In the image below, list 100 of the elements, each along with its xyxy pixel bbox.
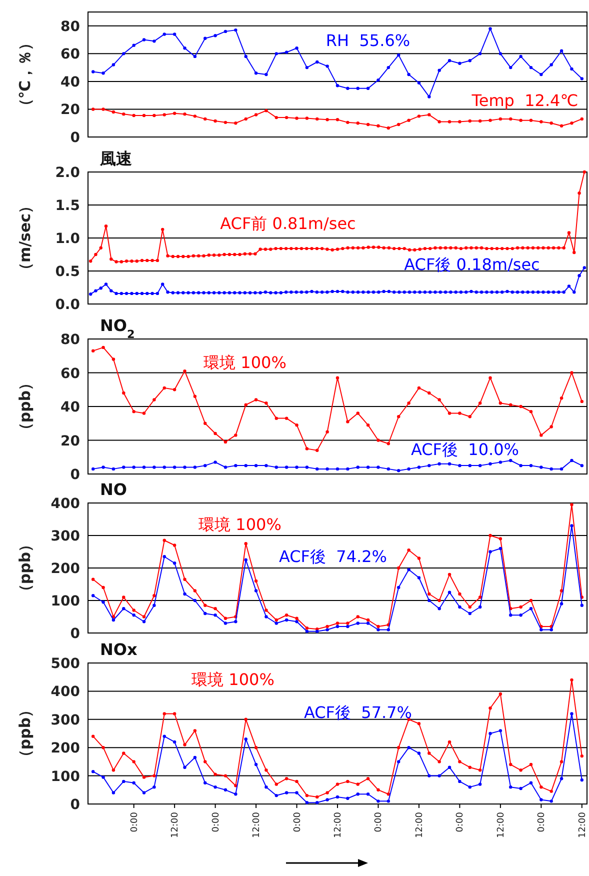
y-tick-label: 0.0 bbox=[55, 297, 80, 313]
point bbox=[162, 386, 166, 390]
point bbox=[264, 72, 268, 76]
point bbox=[366, 618, 370, 622]
point bbox=[570, 503, 574, 506]
point bbox=[152, 604, 156, 607]
point bbox=[550, 122, 553, 125]
point bbox=[336, 118, 340, 122]
point bbox=[91, 578, 95, 581]
point bbox=[183, 743, 186, 746]
point bbox=[519, 464, 522, 468]
y-tick-label: 400 bbox=[50, 684, 80, 700]
point bbox=[152, 398, 156, 402]
point bbox=[448, 462, 452, 466]
point bbox=[386, 126, 390, 130]
point bbox=[550, 425, 553, 428]
y-axis-title: （ppb） bbox=[16, 702, 34, 765]
point bbox=[478, 52, 482, 56]
point bbox=[214, 460, 217, 464]
point bbox=[183, 592, 186, 596]
point bbox=[560, 777, 564, 780]
point bbox=[560, 602, 564, 606]
point bbox=[162, 538, 166, 542]
point bbox=[397, 566, 400, 570]
point bbox=[488, 534, 492, 538]
point bbox=[560, 467, 564, 471]
point bbox=[386, 442, 390, 446]
point bbox=[580, 400, 584, 404]
point bbox=[172, 544, 176, 547]
point bbox=[132, 44, 136, 47]
point bbox=[152, 594, 156, 598]
point bbox=[172, 562, 176, 565]
series-label: RH 55.6% bbox=[326, 31, 410, 50]
point bbox=[570, 371, 574, 374]
point bbox=[142, 615, 146, 618]
point bbox=[132, 781, 136, 784]
point bbox=[478, 768, 482, 772]
point bbox=[102, 600, 105, 604]
point bbox=[172, 388, 176, 392]
point bbox=[284, 791, 288, 794]
point bbox=[509, 66, 512, 70]
point bbox=[550, 628, 553, 632]
point bbox=[162, 32, 166, 36]
point bbox=[468, 766, 472, 769]
point bbox=[284, 618, 288, 622]
point bbox=[254, 72, 258, 75]
point bbox=[386, 800, 390, 803]
point bbox=[376, 788, 380, 792]
point bbox=[326, 118, 329, 122]
point bbox=[478, 402, 482, 405]
y-tick-label: 60 bbox=[60, 46, 80, 63]
point bbox=[417, 722, 421, 726]
point bbox=[193, 466, 197, 469]
y-axis-title: （ppb） bbox=[16, 375, 34, 438]
point bbox=[478, 782, 482, 786]
point bbox=[366, 86, 370, 90]
point bbox=[224, 788, 228, 792]
point bbox=[224, 616, 228, 620]
point bbox=[498, 537, 502, 540]
point bbox=[397, 586, 400, 590]
point bbox=[580, 754, 584, 758]
point bbox=[458, 120, 462, 124]
point bbox=[244, 558, 248, 562]
y-tick-label: 20 bbox=[60, 102, 80, 118]
point bbox=[295, 466, 298, 469]
point bbox=[102, 776, 105, 779]
point bbox=[478, 464, 482, 468]
point bbox=[560, 124, 564, 128]
point bbox=[305, 447, 309, 450]
point bbox=[305, 626, 309, 630]
point bbox=[550, 790, 553, 793]
point bbox=[407, 402, 410, 405]
point bbox=[519, 768, 522, 772]
point bbox=[417, 386, 421, 390]
point bbox=[162, 466, 166, 469]
point bbox=[488, 376, 492, 380]
point bbox=[509, 458, 512, 462]
point bbox=[540, 434, 543, 437]
point bbox=[162, 734, 166, 738]
series-label: ACF後 0.18m/sec bbox=[404, 255, 540, 274]
point bbox=[244, 738, 248, 741]
point bbox=[356, 622, 360, 625]
point bbox=[550, 467, 553, 471]
point bbox=[580, 604, 584, 607]
point bbox=[448, 590, 452, 594]
point bbox=[346, 420, 350, 424]
point bbox=[102, 746, 105, 750]
point bbox=[204, 422, 207, 425]
y-tick-label: 80 bbox=[60, 332, 80, 348]
point bbox=[529, 410, 533, 414]
chart-title: NO$_{2}$ bbox=[100, 316, 135, 340]
point bbox=[264, 464, 268, 468]
point bbox=[386, 467, 390, 471]
point bbox=[458, 760, 462, 764]
point bbox=[112, 618, 116, 622]
point bbox=[580, 778, 584, 782]
point bbox=[264, 768, 268, 772]
point bbox=[366, 423, 370, 427]
point bbox=[346, 796, 350, 800]
point bbox=[132, 760, 136, 764]
